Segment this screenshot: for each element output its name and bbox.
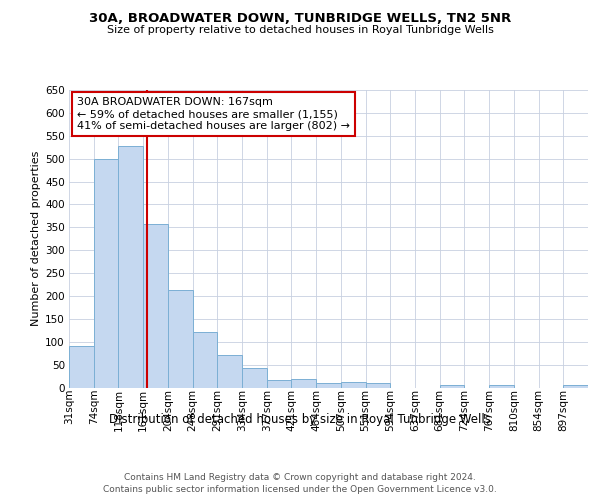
Bar <box>143 224 168 388</box>
Bar <box>168 290 193 388</box>
Text: Contains public sector information licensed under the Open Government Licence v3: Contains public sector information licen… <box>103 485 497 494</box>
Bar <box>292 379 316 388</box>
Bar <box>316 383 341 388</box>
Text: 30A BROADWATER DOWN: 167sqm
← 59% of detached houses are smaller (1,155)
41% of : 30A BROADWATER DOWN: 167sqm ← 59% of det… <box>77 98 350 130</box>
Bar <box>267 380 292 388</box>
Bar <box>563 385 588 388</box>
Bar <box>193 332 217 388</box>
Bar <box>440 385 464 388</box>
Bar <box>341 382 365 388</box>
Bar <box>365 383 390 388</box>
Bar <box>69 346 94 388</box>
Bar <box>217 356 242 388</box>
Bar <box>118 146 143 388</box>
Y-axis label: Number of detached properties: Number of detached properties <box>31 151 41 326</box>
Text: Distribution of detached houses by size in Royal Tunbridge Wells: Distribution of detached houses by size … <box>109 412 491 426</box>
Text: 30A, BROADWATER DOWN, TUNBRIDGE WELLS, TN2 5NR: 30A, BROADWATER DOWN, TUNBRIDGE WELLS, T… <box>89 12 511 26</box>
Bar <box>242 368 267 388</box>
Bar <box>94 158 118 388</box>
Bar <box>489 385 514 388</box>
Text: Contains HM Land Registry data © Crown copyright and database right 2024.: Contains HM Land Registry data © Crown c… <box>124 472 476 482</box>
Text: Size of property relative to detached houses in Royal Tunbridge Wells: Size of property relative to detached ho… <box>107 25 493 35</box>
